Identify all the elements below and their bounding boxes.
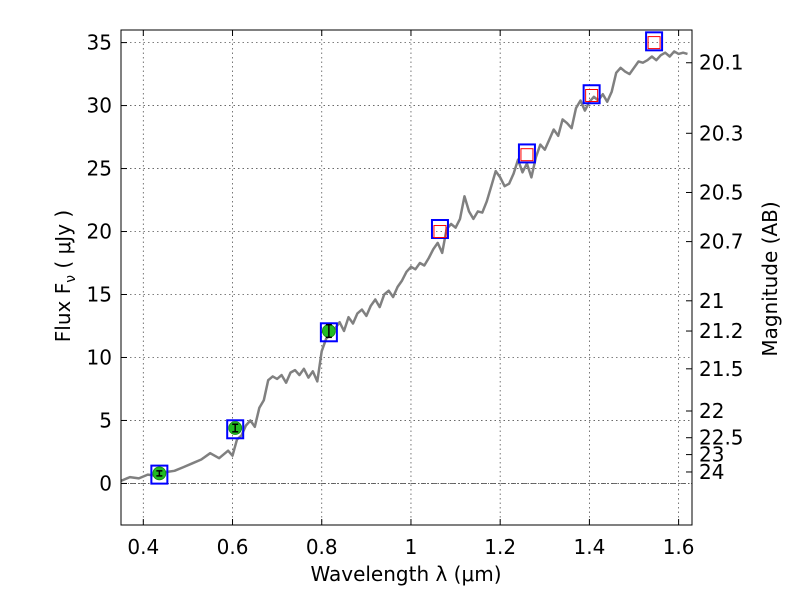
label-layer: 0.4 0.6 0.8 1 1.2 1.4 1.6 0 5 10 15 20 25 30 35 20.1 20.…: [87, 31, 744, 559]
magnitude-tick-label: 24: [699, 460, 724, 484]
magnitude-tick-label: 20.5: [699, 180, 744, 204]
upper-limit-marker: [433, 225, 447, 239]
magnitude-tick-label: 22.5: [699, 426, 744, 450]
y-tick-label: 30: [87, 94, 112, 118]
model-photometry-marker: [226, 419, 245, 440]
model-photometry-marker: [517, 143, 536, 164]
x-tick-label: 1.4: [573, 535, 605, 559]
y-tick-label: 25: [87, 157, 112, 181]
x-tick-label: 1.6: [663, 535, 695, 559]
magnitude-tick-label: 20.7: [699, 230, 744, 254]
x-tick-label: 0.6: [217, 535, 249, 559]
x-axis-title: Wavelength λ (μm): [310, 562, 501, 586]
y-axis-title-main: Flux F: [51, 283, 75, 342]
x-tick-label: 0.4: [127, 535, 159, 559]
model-photometry-marker: [645, 31, 664, 52]
series-layer: [120, 31, 688, 485]
grid-layer: [121, 30, 692, 525]
y-tick-label: 20: [87, 220, 112, 244]
magnitude-tick-label: 23: [699, 443, 724, 467]
y-axis-title-units: ( μJy ): [51, 210, 75, 275]
model-photometry-marker: [582, 84, 601, 105]
plot-frame: [120, 29, 693, 526]
magnitude-tick-label: 20.3: [699, 121, 744, 145]
y-axis-title-subscript: ν: [63, 275, 79, 283]
magnitude-tick-label: 21.5: [699, 357, 744, 381]
magnitude-tick-label: 20.1: [699, 51, 744, 75]
magnitude-tick-label: 22: [699, 399, 724, 423]
magnitude-tick-label: 21: [699, 289, 724, 313]
upper-limit-marker: [520, 148, 534, 162]
y-tick-label: 15: [87, 283, 112, 307]
model-photometry-marker: [319, 322, 338, 343]
tick-layer: [121, 30, 692, 525]
y2-axis-title: Magnitude (AB): [758, 201, 782, 356]
x-tick-label: 1: [405, 535, 418, 559]
y-tick-label: 5: [99, 408, 112, 432]
upper-limit-marker: [585, 88, 599, 102]
upper-limit-marker: [647, 36, 661, 50]
magnitude-tick-label: 21.2: [699, 319, 744, 343]
y-tick-label: 0: [99, 471, 112, 495]
y-tick-label: 10: [87, 345, 112, 369]
model-photometry-marker: [150, 464, 169, 485]
spectrum-line: [120, 50, 688, 483]
y-axis-title: Flux Fν ( μJy ): [51, 210, 79, 342]
x-tick-label: 1.2: [484, 535, 516, 559]
x-tick-label: 0.8: [306, 535, 338, 559]
y-tick-label: 35: [87, 31, 112, 55]
